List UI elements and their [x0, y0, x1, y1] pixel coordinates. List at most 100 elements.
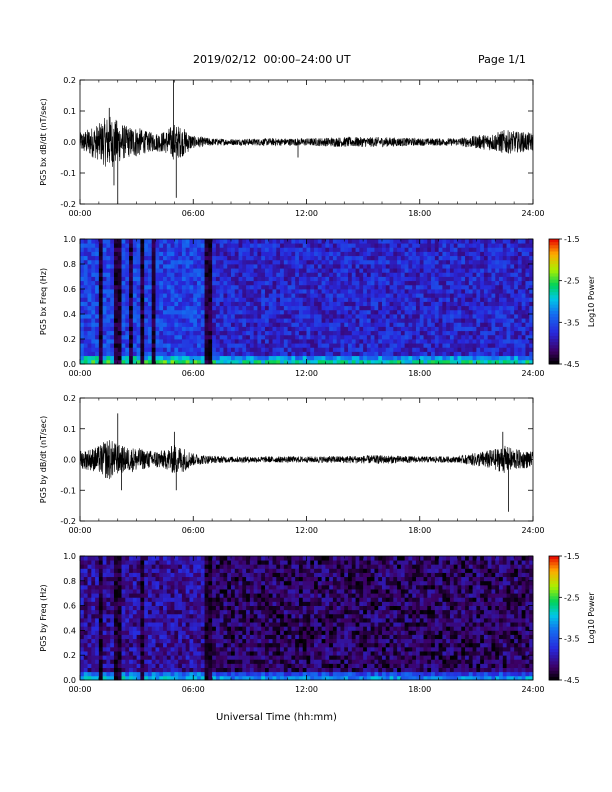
spectrogram-cell: [359, 322, 364, 327]
spectrogram-cell: [412, 322, 417, 327]
spectrogram-cell: [98, 564, 104, 569]
spectrogram-cell: [106, 613, 111, 619]
spectrogram-cell: [219, 247, 224, 252]
spectrogram-cell: [95, 343, 100, 348]
spectrogram-cell: [249, 297, 255, 302]
spectrogram-cell: [181, 347, 187, 352]
spectrogram-cell: [215, 601, 221, 606]
spectrogram-cell: [174, 576, 179, 582]
spectrogram-cell: [295, 330, 300, 336]
spectrogram-cell: [189, 259, 194, 265]
spectrogram-cell: [257, 276, 262, 282]
spectrogram-cell: [521, 314, 526, 319]
spectrogram-cell: [106, 243, 111, 248]
spectrogram-cell: [163, 272, 168, 277]
spectrogram-cell: [98, 593, 104, 598]
spectrogram-cell: [268, 326, 273, 332]
spectrogram-cell: [231, 280, 236, 286]
spectrogram-cell: [117, 630, 122, 635]
spectrogram-cell: [83, 622, 88, 627]
spectrogram-cell: [102, 605, 107, 611]
spectrogram-cell: [291, 305, 296, 311]
spectrogram-cell: [204, 634, 209, 640]
spectrogram-cell: [181, 630, 187, 635]
spectrogram-cell: [95, 276, 100, 282]
spectrogram-cell: [83, 330, 88, 336]
spectrogram-cell: [136, 634, 141, 640]
spectrogram-cell: [193, 318, 198, 323]
spectrogram-cell: [106, 251, 111, 257]
spectrogram-cell: [136, 609, 141, 615]
spectrogram-cell: [249, 239, 255, 244]
spectrogram-cell: [242, 359, 247, 365]
x-tick-label: 12:00: [295, 526, 318, 535]
spectrogram-cell: [136, 355, 141, 361]
spectrogram-cell: [468, 314, 473, 319]
spectrogram-cell: [170, 284, 175, 290]
spectrogram-cell: [212, 322, 217, 327]
spectrogram-cell: [261, 305, 266, 311]
spectrogram-cell: [80, 638, 85, 644]
spectrogram-cell: [132, 330, 138, 336]
spectrogram-cell: [506, 330, 511, 336]
spectrogram-cell: [521, 272, 526, 277]
spectrogram-cell: [457, 330, 462, 336]
spectrogram-cell: [102, 601, 107, 606]
spectrogram-cell: [83, 671, 88, 677]
spectrogram-cell: [231, 322, 236, 327]
spectrogram-cell: [80, 330, 85, 336]
spectrogram-cell: [174, 334, 179, 340]
spectrogram-cell: [102, 576, 107, 582]
spectrogram-cell: [249, 347, 255, 352]
spectrogram-cell: [291, 318, 296, 323]
spectrogram-cell: [83, 556, 88, 561]
spectrogram-cell: [419, 334, 424, 340]
spectrogram-cell: [113, 326, 119, 332]
spectrogram-cell: [298, 355, 304, 361]
spectrogram-cell: [113, 580, 119, 586]
spectrogram-cell: [329, 268, 334, 273]
spectrogram-cell: [419, 301, 424, 307]
spectrogram-cell: [159, 355, 164, 361]
spectrogram-cell: [438, 343, 443, 348]
spectrogram-cell: [434, 280, 440, 286]
spectrogram-cell: [181, 251, 187, 257]
spectrogram-cell: [415, 289, 421, 294]
spectrogram-cell: [446, 351, 451, 357]
spectrogram-cell: [332, 293, 338, 298]
spectrogram-cell: [200, 301, 205, 307]
spectrogram-cell: [276, 259, 281, 265]
spectrogram-cell: [261, 339, 266, 344]
spectrogram-cell: [344, 272, 349, 277]
spectrogram-cell: [212, 593, 217, 598]
spectrogram-cell: [291, 264, 296, 269]
spectrogram-cell: [389, 314, 394, 319]
spectrogram-cell: [163, 268, 168, 273]
spectrogram-cell: [510, 251, 515, 257]
spectrogram-cell: [234, 259, 239, 265]
spectrogram-cell: [385, 351, 390, 357]
spectrogram-cell: [506, 326, 511, 332]
spectrogram-cell: [227, 251, 232, 257]
spectrogram-cell: [113, 576, 119, 582]
spectrogram-cell: [404, 314, 409, 319]
spectrogram-cell: [163, 618, 168, 623]
spectrogram-cell: [314, 322, 319, 327]
spectrogram-cell: [132, 642, 138, 648]
spectrogram-cell: [363, 276, 368, 282]
spectrogram-cell: [204, 272, 209, 277]
spectrogram-cell: [174, 651, 179, 656]
spectrogram-cell: [276, 243, 281, 248]
spectrogram-cell: [208, 305, 213, 311]
spectrogram-cell: [359, 334, 364, 340]
spectrogram-cell: [212, 560, 217, 565]
spectrogram-cell: [480, 301, 485, 307]
spectrogram-cell: [110, 601, 115, 606]
spectrogram-cell: [121, 638, 126, 644]
spectrogram-cell: [212, 568, 217, 573]
spectrogram-cell: [382, 305, 387, 311]
spectrogram-cell: [204, 264, 209, 269]
spectrogram-cell: [314, 330, 319, 336]
spectrogram-cell: [110, 580, 115, 586]
spectrogram-cell: [106, 671, 111, 677]
